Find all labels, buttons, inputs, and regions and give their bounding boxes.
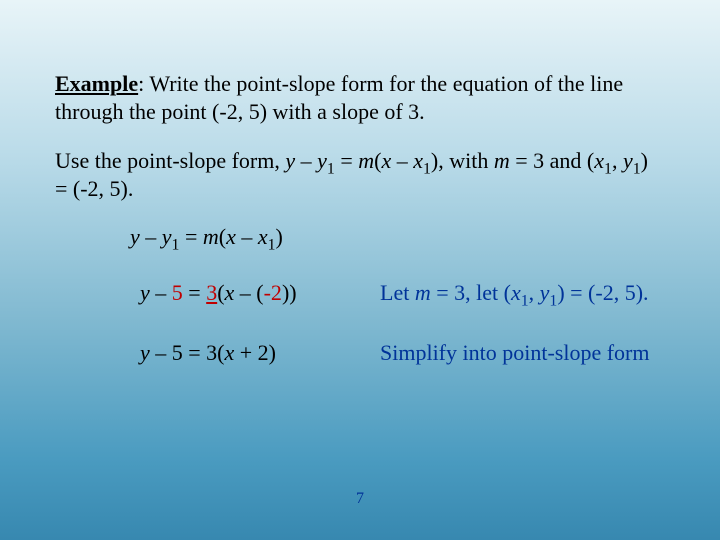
- example-label: Example: [55, 71, 138, 96]
- with: , with: [438, 148, 494, 173]
- eq-x: x: [226, 224, 236, 249]
- example-text: : Write the point-slope form for the equ…: [55, 71, 623, 124]
- eq-minus2: –: [236, 224, 258, 249]
- var-x1b: x: [594, 148, 604, 173]
- sub1: 1: [327, 160, 335, 177]
- eq-minus: –: [140, 224, 162, 249]
- s1e-y1: y: [540, 280, 550, 305]
- minus1: –: [295, 148, 317, 173]
- s1e-tail: ) = (-2, 5).: [557, 280, 648, 305]
- example-prompt: Example: Write the point-slope form for …: [55, 70, 665, 125]
- eq-y1: y: [162, 224, 172, 249]
- s1-open: (: [217, 280, 224, 305]
- s1-five: 5: [172, 280, 183, 305]
- step-2-explain: Simplify into point-slope form: [380, 340, 650, 366]
- minus2: –: [391, 148, 413, 173]
- var-y: y: [285, 148, 295, 173]
- var-m2: m: [494, 148, 510, 173]
- s2-tail: + 2): [234, 340, 276, 365]
- s1-eq: =: [183, 280, 206, 305]
- var-y1: y: [317, 148, 327, 173]
- s2-minus: – 5 = 3(: [150, 340, 225, 365]
- s2-y: y: [140, 340, 150, 365]
- eq-m: m: [203, 224, 219, 249]
- s2-x: x: [225, 340, 235, 365]
- s1e-m: m: [415, 280, 431, 305]
- step-1-explain: Let m = 3, let (x1, y1) = (-2, 5).: [380, 280, 649, 306]
- instruction-para: Use the point-slope form, y – y1 = m(x –…: [55, 147, 665, 202]
- s1-neg2: -2: [264, 280, 282, 305]
- page-number: 7: [0, 490, 720, 508]
- var-x1: x: [413, 148, 423, 173]
- eq-sub2: 1: [268, 236, 276, 253]
- s1-minus2: – (: [234, 280, 263, 305]
- s1e-pre: Let: [380, 280, 415, 305]
- s1-close: )): [282, 280, 297, 305]
- eq-eq: =: [179, 224, 202, 249]
- step-2-left: y – 5 = 3(x + 2): [140, 340, 350, 366]
- sub3: 1: [604, 160, 612, 177]
- sub2: 1: [423, 160, 431, 177]
- eq-close: ): [276, 224, 283, 249]
- eq-open: (: [219, 224, 226, 249]
- general-equation: y – y1 = m(x – x1): [130, 224, 665, 250]
- eq1: =: [335, 148, 358, 173]
- s1e-x1: x: [511, 280, 521, 305]
- var-y1b: y: [623, 148, 633, 173]
- s1-y: y: [140, 280, 150, 305]
- sub4: 1: [633, 160, 641, 177]
- eq-y: y: [130, 224, 140, 249]
- eq3txt: = 3 and (: [510, 148, 595, 173]
- s1e-mid: = 3, let (: [431, 280, 511, 305]
- comma1: ,: [612, 148, 623, 173]
- step-1-row: y – 5 = 3(x – (-2)) Let m = 3, let (x1, …: [55, 280, 665, 306]
- s1-minus: –: [150, 280, 172, 305]
- step-1-left: y – 5 = 3(x – (-2)): [140, 280, 350, 306]
- var-m: m: [358, 148, 374, 173]
- s1-x: x: [225, 280, 235, 305]
- s1e-comma: ,: [529, 280, 540, 305]
- s1-three: 3: [206, 280, 217, 305]
- var-x: x: [381, 148, 391, 173]
- instr-pre: Use the point-slope form,: [55, 148, 285, 173]
- step-2-row: y – 5 = 3(x + 2) Simplify into point-slo…: [55, 340, 665, 366]
- eq-x1: x: [258, 224, 268, 249]
- s1e-sub1: 1: [521, 292, 529, 309]
